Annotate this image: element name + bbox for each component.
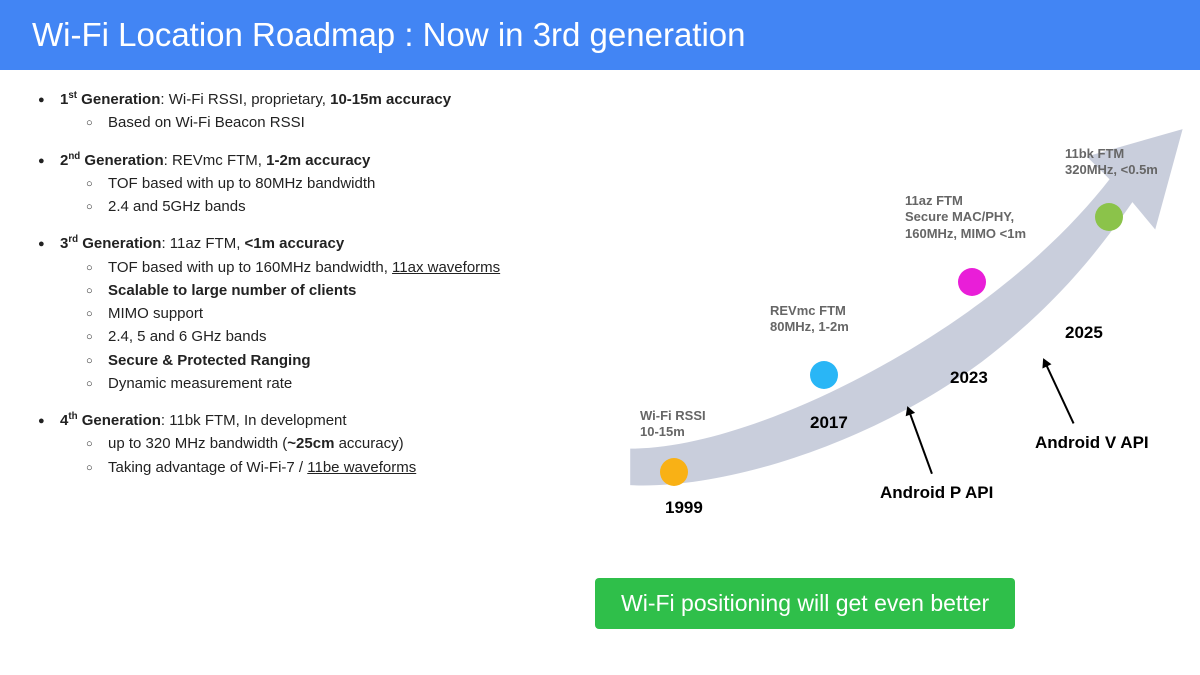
timeline-label: 11bk FTM320MHz, <0.5m <box>1065 146 1158 179</box>
generation-item: 2nd Generation: REVmc FTM, 1-2m accuracy… <box>40 149 585 219</box>
generation-subitem: 2.4, 5 and 6 GHz bands <box>86 325 585 348</box>
generation-subitem: Scalable to large number of clients <box>86 279 585 302</box>
generation-subitem: Taking advantage of Wi-Fi-7 / 11be wavef… <box>86 456 585 479</box>
slide-title: Wi-Fi Location Roadmap : Now in 3rd gene… <box>0 0 1200 70</box>
timeline-year: 2017 <box>810 413 848 433</box>
timeline-year: 2023 <box>950 368 988 388</box>
timeline-label: 11az FTMSecure MAC/PHY,160MHz, MIMO <1m <box>905 193 1026 242</box>
callout-label: Android V API <box>1035 433 1149 453</box>
timeline-label: REVmc FTM80MHz, 1-2m <box>770 303 849 336</box>
slide-body: 1st Generation: Wi-Fi RSSI, proprietary,… <box>0 70 1200 648</box>
generation-item: 3rd Generation: 11az FTM, <1m accuracyTO… <box>40 232 585 395</box>
generation-item: 4th Generation: 11bk FTM, In development… <box>40 409 585 479</box>
generation-subitem: Based on Wi-Fi Beacon RSSI <box>86 111 585 134</box>
generation-subitem: MIMO support <box>86 302 585 325</box>
generation-subitem: Dynamic measurement rate <box>86 372 585 395</box>
generation-subitem: Secure & Protected Ranging <box>86 349 585 372</box>
timeline-year: 1999 <box>665 498 703 518</box>
timeline-dot <box>958 268 986 296</box>
generation-subitem: TOF based with up to 160MHz bandwidth, 1… <box>86 256 585 279</box>
timeline-dot <box>810 361 838 389</box>
highlight-banner: Wi-Fi positioning will get even better <box>595 578 1015 629</box>
generation-item: 1st Generation: Wi-Fi RSSI, proprietary,… <box>40 88 585 135</box>
callout-label: Android P API <box>880 483 993 503</box>
timeline-dot <box>1095 203 1123 231</box>
generation-subitem: up to 320 MHz bandwidth (~25cm accuracy) <box>86 432 585 455</box>
timeline-dot <box>660 458 688 486</box>
timeline-label: Wi-Fi RSSI10-15m <box>640 408 706 441</box>
bullet-column: 1st Generation: Wi-Fi RSSI, proprietary,… <box>40 88 585 648</box>
timeline-year: 2025 <box>1065 323 1103 343</box>
generation-subitem: 2.4 and 5GHz bands <box>86 195 585 218</box>
generation-subitem: TOF based with up to 80MHz bandwidth <box>86 172 585 195</box>
timeline-diagram: Wi-Fi RSSI10-15m 1999 REVmc FTM80MHz, 1-2m… <box>585 88 1190 648</box>
